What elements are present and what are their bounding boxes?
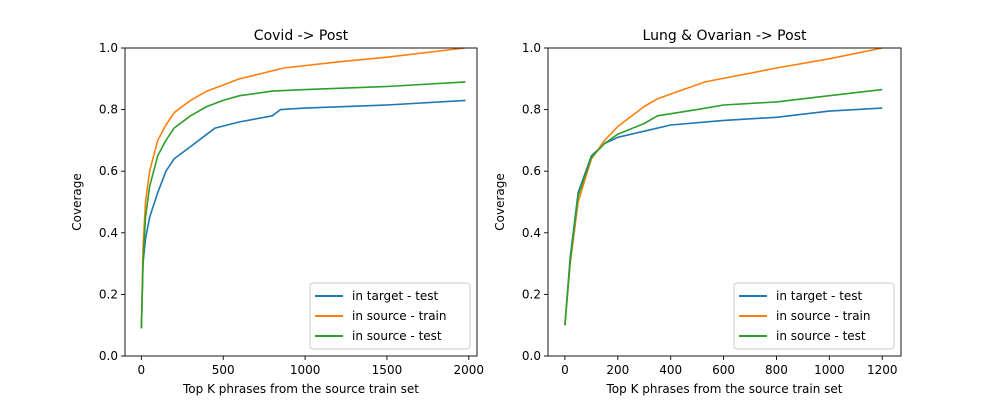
series-line-3 [564,88,883,326]
x-tick-label: 600 [712,363,735,377]
legend-label: in source - train [352,309,447,323]
legend-label: in target - test [352,289,439,303]
legend-box [309,282,471,350]
y-tick-label: 0.0 [522,349,541,363]
y-tick-label: 1.0 [99,41,118,55]
x-tick-label: 500 [212,363,235,377]
x-tick-label: 800 [765,363,788,377]
axes-frame [124,47,478,357]
legend-label: in target - test [776,289,863,303]
legend-label: in source - train [776,309,871,323]
axes-frame [547,47,902,357]
x-tick-label: 0 [138,363,146,377]
chart-title: Covid -> Post [254,28,349,44]
legend-label: in source - test [776,329,866,343]
x-tick-label: 200 [606,363,629,377]
y-tick-label: 0.8 [522,103,541,117]
y-tick-label: 0.6 [99,164,118,178]
legend-box [733,282,895,350]
x-tick-label: 1000 [290,363,321,377]
y-axis-label: Coverage [70,173,84,231]
x-tick-label: 400 [659,363,682,377]
y-tick-label: 0.2 [99,287,118,301]
y-tick-label: 0.0 [99,349,118,363]
x-tick-label: 1000 [814,363,845,377]
x-tick-label: 1200 [867,363,898,377]
legend-label: in source - test [352,329,442,343]
y-axis-label: Coverage [493,173,507,231]
series-line-2 [140,47,465,329]
series-line-3 [140,81,466,329]
y-tick-label: 0.2 [522,287,541,301]
x-tick-label: 0 [561,363,569,377]
y-tick-label: 0.4 [99,226,118,240]
y-tick-label: 0.6 [522,164,541,178]
x-tick-label: 1500 [372,363,403,377]
y-tick-label: 0.8 [99,103,118,117]
chart-title: Lung & Ovarian -> Post [643,28,807,44]
y-tick-label: 0.4 [522,226,541,240]
x-axis-label: Top K phrases from the source train set [182,382,419,396]
x-axis-label: Top K phrases from the source train set [606,382,843,396]
y-tick-label: 1.0 [522,41,541,55]
series-line-1 [140,99,466,329]
x-tick-label: 2000 [454,363,485,377]
